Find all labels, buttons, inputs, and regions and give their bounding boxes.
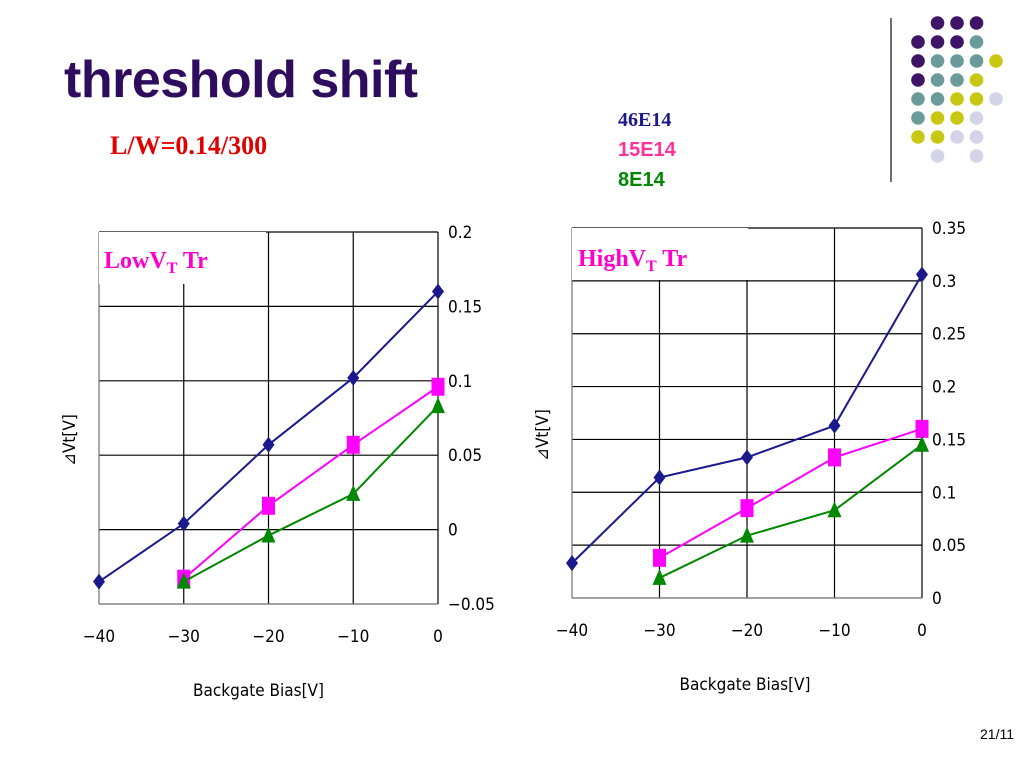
data-point-triangle xyxy=(261,526,276,543)
data-point-triangle xyxy=(915,435,929,452)
x-tick-label: −10 xyxy=(337,627,369,647)
data-point-diamond xyxy=(262,436,275,453)
y-tick-label: 0.15 xyxy=(448,297,482,317)
data-point-triangle xyxy=(652,568,667,585)
y-tick-label: 0.35 xyxy=(932,219,966,239)
x-tick-label: −40 xyxy=(83,627,115,647)
data-point-diamond xyxy=(347,369,360,386)
data-point-diamond xyxy=(741,449,753,466)
page-number: 21/11 xyxy=(980,726,1014,742)
y-tick-label: 0.15 xyxy=(932,430,966,450)
y-tick-label: 0.05 xyxy=(932,536,966,556)
chart-highvt: 0.35 0.3 0.25 0.2 0.15 0.1 0.05 0 −40 −30 −20 −10 0 B… xyxy=(533,219,966,695)
x-tick-label: −20 xyxy=(252,627,284,647)
y-tick-label: 0.3 xyxy=(932,272,956,292)
x-tick-label: −40 xyxy=(556,621,588,641)
series-line-square xyxy=(183,385,439,580)
y-tick-label: 0.1 xyxy=(448,372,472,392)
x-tick-label: −20 xyxy=(731,621,763,641)
chart-title: HighVT Tr xyxy=(578,246,687,275)
y-tick-label: 0.1 xyxy=(932,483,956,503)
data-point-diamond xyxy=(432,283,444,300)
data-point-triangle xyxy=(176,572,191,589)
data-point-triangle xyxy=(431,397,445,414)
y-tick-label: −0.05 xyxy=(448,595,495,615)
legend: 46E14 15E14 8E14 xyxy=(618,105,676,195)
y-tick-label: 0.2 xyxy=(448,223,472,243)
data-point-triangle xyxy=(827,501,842,518)
x-tick-label: −30 xyxy=(643,621,675,641)
data-point-square xyxy=(431,377,445,396)
x-tick-label: 0 xyxy=(917,621,927,641)
data-point-triangle xyxy=(346,484,361,501)
data-point-diamond xyxy=(653,469,666,486)
data-point-square xyxy=(346,435,360,454)
chart-label-backdrop xyxy=(99,232,266,284)
data-point-square xyxy=(915,419,929,438)
slide-subtitle: L/W=0.14/300 xyxy=(110,131,268,160)
data-point-diamond xyxy=(566,555,578,572)
data-point-diamond xyxy=(828,417,841,434)
legend-item-15e14: 15E14 xyxy=(618,139,676,161)
x-axis-label: Backgate Bias[V] xyxy=(680,675,811,695)
series-line-square xyxy=(659,427,923,559)
data-point-diamond xyxy=(177,515,190,532)
data-point-square xyxy=(740,499,754,518)
chart-lowvt: 0.20.150.10.050−0.05−40 −30 −20 −10 0Backgat… xyxy=(60,223,495,701)
x-axis-label: Backgate Bias[V] xyxy=(193,681,324,701)
data-point-triangle xyxy=(740,526,754,543)
x-tick-label: −30 xyxy=(168,627,200,647)
decorative-divider xyxy=(890,18,892,182)
data-point-diamond xyxy=(93,573,105,590)
y-tick-label: 0.2 xyxy=(932,378,956,398)
series-line-triangle xyxy=(659,443,923,579)
data-point-diamond xyxy=(916,266,928,283)
y-tick-label: 0.05 xyxy=(448,446,482,466)
x-tick-label: −10 xyxy=(818,621,850,641)
x-tick-label: 0 xyxy=(433,627,443,647)
data-point-square xyxy=(653,548,666,567)
y-tick-label: 0.25 xyxy=(932,325,966,345)
y-tick-label: 0 xyxy=(932,589,942,609)
data-point-square xyxy=(262,496,275,515)
legend-item-8e14: 8E14 xyxy=(618,169,665,191)
y-axis-label: ⊿Vt[V] xyxy=(533,409,553,461)
y-axis-label: ⊿Vt[V] xyxy=(60,414,80,466)
slide-title: threshold shift xyxy=(64,51,418,109)
data-point-square xyxy=(828,448,841,467)
chart-title: LowVT Tr xyxy=(104,248,208,277)
chart-label-backdrop xyxy=(572,228,748,280)
legend-item-46e14: 46E14 xyxy=(618,109,672,131)
y-tick-label: 0 xyxy=(448,521,458,541)
series-line-triangle xyxy=(183,405,439,583)
